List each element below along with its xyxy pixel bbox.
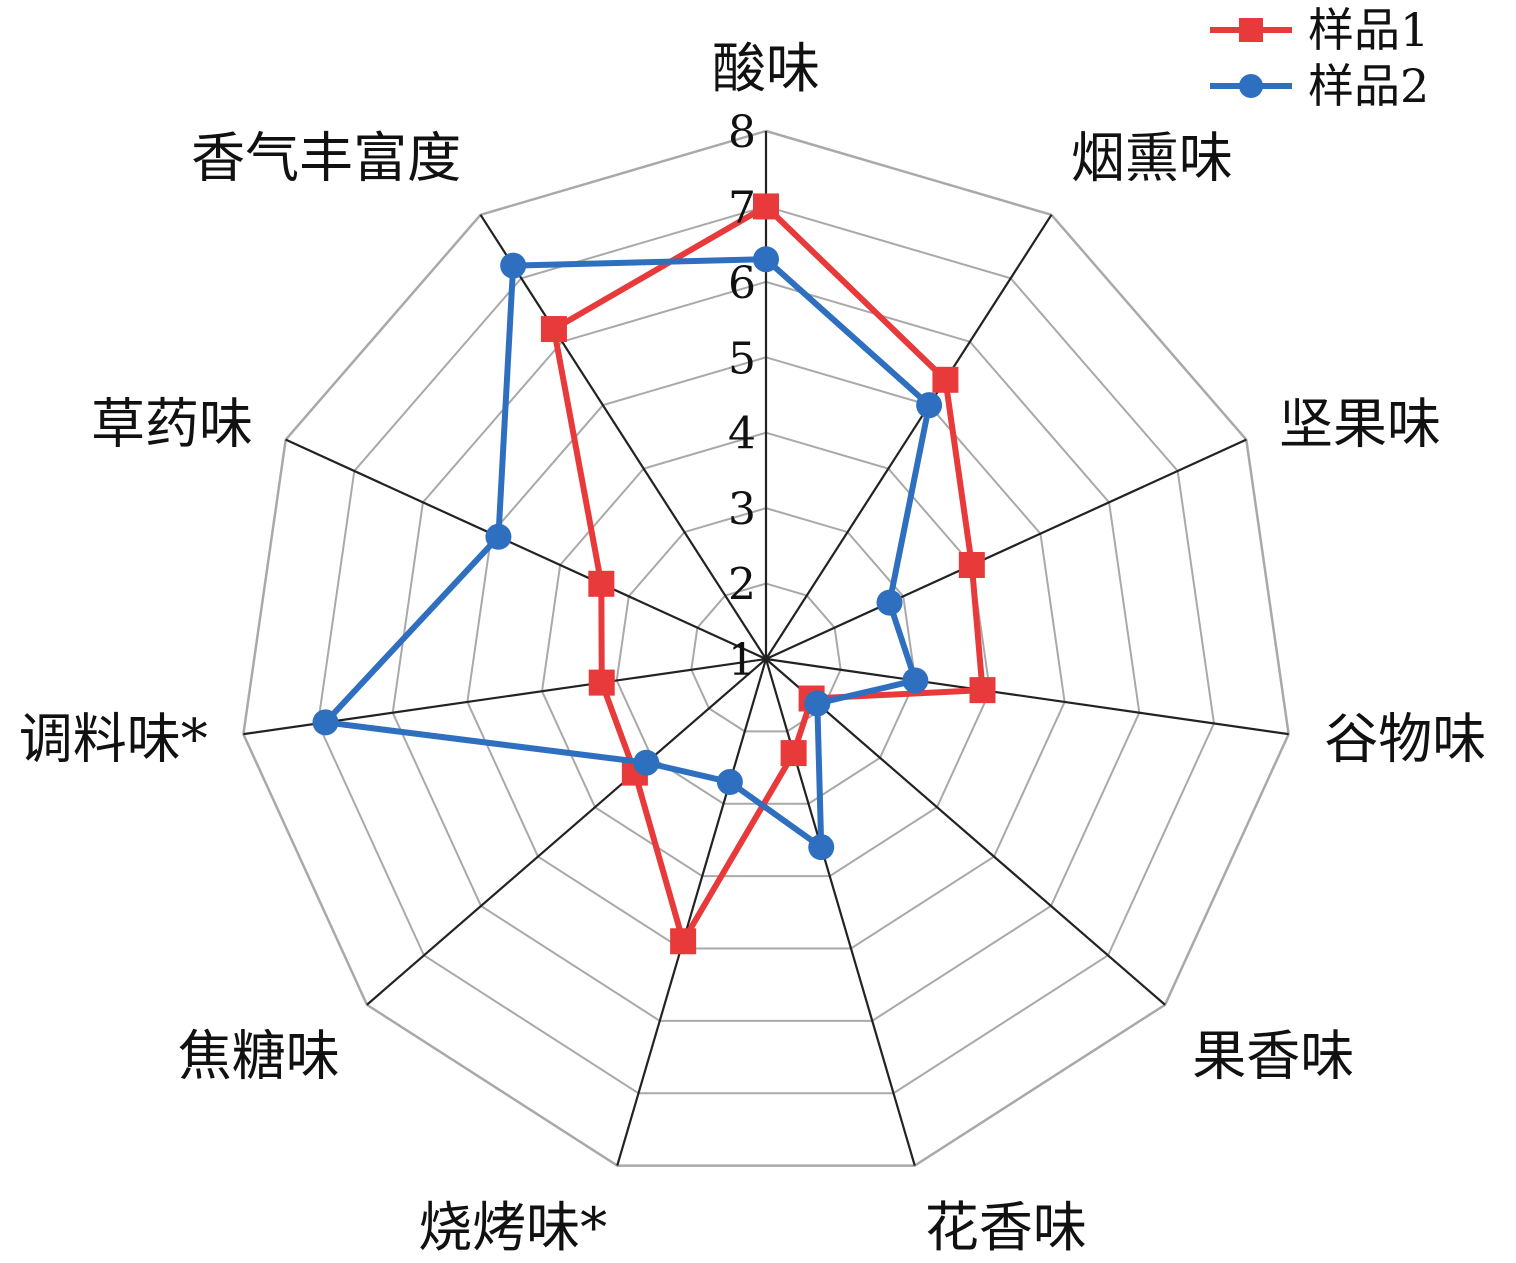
- series-2-point-3: [876, 589, 903, 616]
- series-1-point-4: [969, 677, 996, 704]
- series-2-point-6: [808, 834, 835, 861]
- series-2-point-2: [916, 392, 943, 419]
- grid-ring-5: [466, 356, 1066, 950]
- spoke-2: [765, 214, 1053, 660]
- grid-ring-4: [540, 431, 992, 878]
- series-2-point-4: [902, 667, 929, 694]
- series-2-point-8: [633, 749, 660, 776]
- axis-label-10: 草药味: [91, 393, 253, 456]
- tick-label-2: 2: [728, 560, 756, 611]
- grid-ring-8: [242, 129, 1290, 1167]
- spoke-5: [765, 658, 1166, 1006]
- series-1-point-2: [932, 366, 959, 393]
- axis-label-5: 果香味: [1192, 1024, 1354, 1087]
- spoke-4: [765, 657, 1289, 736]
- grid-ring-2: [690, 582, 842, 733]
- axis-label-3: 坚果味: [1279, 393, 1441, 456]
- series-1-point-11: [540, 316, 567, 343]
- grid-ring-6: [391, 280, 1141, 1022]
- spoke-7: [616, 658, 768, 1166]
- tick-label-8: 8: [728, 107, 756, 158]
- series-1-point-9: [588, 669, 615, 696]
- axis-label-8: 焦糖味: [178, 1024, 340, 1087]
- axis-label-11: 香气丰富度: [191, 127, 461, 190]
- spoke-6: [764, 658, 916, 1166]
- series-1-point-6: [780, 740, 807, 767]
- radar-tick-labels: 1 2 3 4 5 6 7 8: [728, 107, 756, 686]
- axis-label-4: 谷物味: [1324, 707, 1486, 770]
- spoke-10: [285, 438, 767, 661]
- axis-label-1: 酸味: [712, 37, 820, 100]
- series-2-point-1: [753, 246, 779, 273]
- series-line-1: [550, 203, 986, 945]
- radar-spokes: [243, 131, 1289, 1166]
- series-2-point-5: [804, 690, 831, 717]
- spoke-11: [479, 214, 767, 660]
- series-2-point-11: [500, 252, 527, 279]
- series-line-2: [322, 256, 933, 851]
- legend-label-2: 样品2: [1308, 59, 1429, 113]
- series-2-point-10: [485, 523, 512, 550]
- tick-label-5: 5: [728, 333, 756, 384]
- tick-label-3: 3: [728, 484, 756, 535]
- legend-label-1: 样品1: [1308, 3, 1429, 57]
- axis-label-7: 烧烤味*: [418, 1196, 607, 1259]
- axis-label-9: 调料味*: [19, 707, 208, 770]
- series-2-point-9: [312, 709, 339, 736]
- radar-series: [312, 193, 996, 955]
- spoke-3: [765, 438, 1247, 661]
- tick-label-1: 1: [728, 635, 756, 686]
- grid-ring-7: [317, 205, 1215, 1095]
- tick-label-7: 7: [728, 182, 756, 233]
- series-2-point-7: [716, 769, 743, 796]
- legend-marker-2: [1239, 74, 1263, 98]
- series-1-point-7: [670, 928, 697, 955]
- series-1-point-10: [588, 570, 615, 597]
- tick-label-4: 4: [728, 409, 756, 460]
- axis-label-2: 烟熏味: [1071, 127, 1233, 190]
- legend-marker-1: [1239, 18, 1263, 42]
- spoke-8: [366, 658, 767, 1006]
- series-1-point-1: [753, 193, 779, 220]
- tick-label-6: 6: [728, 258, 756, 309]
- series-1-point-3: [958, 551, 985, 578]
- axis-label-6: 花香味: [925, 1196, 1087, 1259]
